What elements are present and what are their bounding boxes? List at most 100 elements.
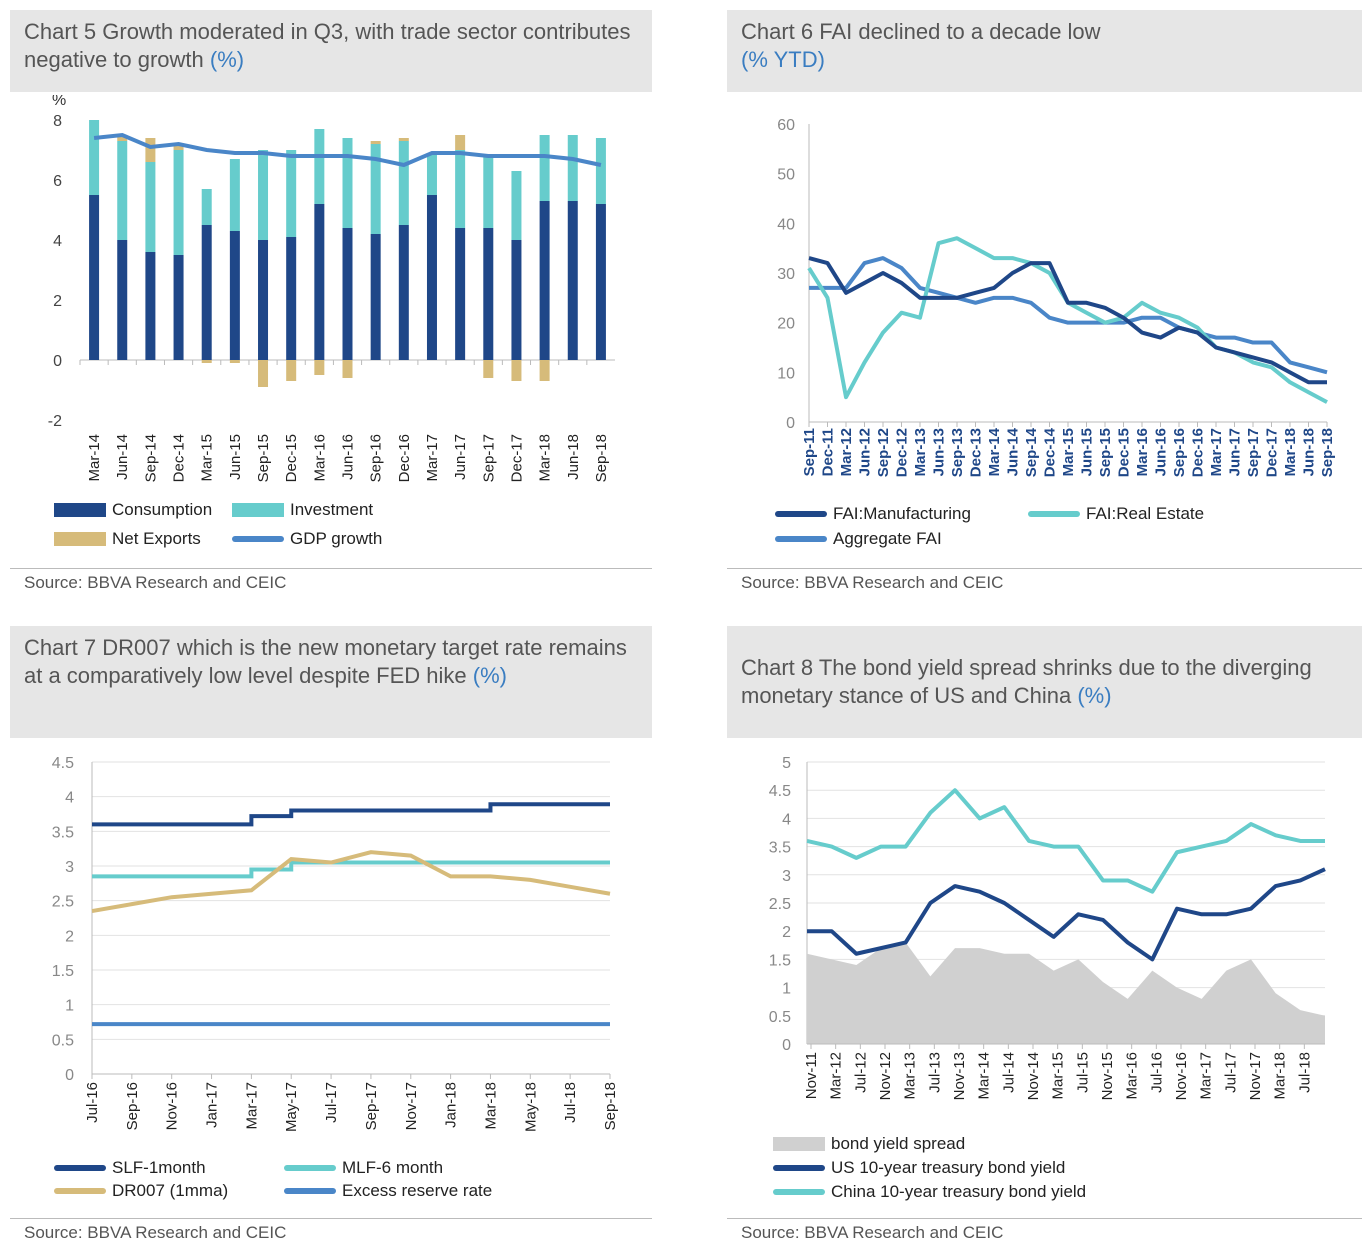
- net-exports-bar: [117, 135, 128, 141]
- x-tick-label: Sep-16: [368, 434, 385, 482]
- x-tick-label: Jun-16: [340, 434, 357, 480]
- legend-gdp-swatch: [232, 536, 284, 542]
- investment-bar: [511, 171, 522, 240]
- x-tick-label: May-18: [522, 1082, 539, 1132]
- y-tick-label: 20: [777, 316, 795, 333]
- x-tick-label: Nov-11: [803, 1052, 820, 1099]
- x-tick-label: Mar-18: [1272, 1052, 1289, 1100]
- mlf-6month-line: [92, 860, 610, 879]
- x-tick-label: Nov-12: [877, 1052, 894, 1100]
- dr007-line: [91, 850, 611, 914]
- x-tick-label: Mar-17: [1208, 428, 1225, 476]
- legend-gdp: GDP growth: [232, 529, 382, 549]
- fai-manufacturing-line: [808, 256, 1327, 385]
- y-tick-label: 0.5: [769, 1009, 791, 1026]
- x-tick-label: Dec-14: [171, 434, 188, 482]
- chart8-legend: bond yield spread US 10-year treasury bo…: [773, 1134, 1353, 1209]
- china-10y-yield-line: [806, 788, 1325, 894]
- x-tick-label: Jul-16: [1148, 1052, 1165, 1093]
- x-tick-label: Jun-12: [857, 428, 874, 476]
- chart7-title-unit: (%): [472, 663, 507, 688]
- x-tick-label: Dec-11: [820, 428, 837, 476]
- chart7-legend: SLF-1month MLF-6 month DR007 (1mma) Exce…: [54, 1158, 634, 1208]
- consumption-bar: [595, 204, 606, 360]
- x-tick-label: Jun-18: [1301, 428, 1318, 476]
- x-tick-label: Jun-18: [565, 434, 582, 480]
- x-tick-label: Mar-12: [838, 428, 855, 476]
- investment-bar: [229, 159, 240, 231]
- net-exports-bar: [229, 360, 240, 363]
- x-tick-label: Jan-18: [443, 1082, 460, 1128]
- investment-bar: [173, 150, 184, 255]
- x-tick-label: Mar-12: [828, 1052, 845, 1100]
- legend-consumption-label: Consumption: [112, 500, 213, 519]
- slf-1month-line: [92, 802, 610, 827]
- x-tick-label: Mar-18: [482, 1082, 499, 1130]
- legend-mlf: MLF-6 month: [284, 1158, 443, 1178]
- x-tick-label: Dec-15: [283, 434, 300, 482]
- consumption-bar: [89, 195, 100, 360]
- legend-net-exports-swatch: [54, 532, 106, 546]
- y-tick-label: 1.5: [52, 963, 74, 980]
- investment-bar: [370, 144, 381, 234]
- x-tick-label: Sep-15: [1097, 428, 1114, 477]
- x-tick-label: Nov-17: [1247, 1052, 1264, 1100]
- legend-net-exports-label: Net Exports: [112, 529, 201, 548]
- x-tick-label: Sep-18: [593, 434, 610, 482]
- legend-us10-swatch: [773, 1165, 825, 1171]
- x-tick-label: Sep-16: [1171, 428, 1188, 477]
- x-tick-label: Sep-12: [875, 428, 892, 477]
- chart6-title: Chart 6 FAI declined to a decade low (% …: [727, 10, 1362, 92]
- investment-bar: [201, 189, 212, 225]
- y-tick-label: 10: [777, 365, 795, 382]
- legend-investment: Investment: [232, 500, 373, 520]
- us-10y-yield-line: [807, 867, 1326, 962]
- x-tick-label: Sep-14: [1023, 427, 1040, 477]
- investment-bar: [258, 150, 269, 240]
- y-tick-label: 3: [65, 859, 74, 876]
- legend-cn10-label: China 10-year treasury bond yield: [831, 1182, 1087, 1201]
- legend-excess-reserve-label: Excess reserve rate: [342, 1181, 493, 1200]
- x-tick-label: Sep-17: [480, 434, 497, 482]
- net-exports-bar: [173, 144, 184, 150]
- legend-consumption-swatch: [54, 503, 106, 517]
- investment-bar: [426, 153, 437, 195]
- consumption-bar: [173, 255, 184, 360]
- consumption-bar: [398, 225, 409, 360]
- x-tick-label: Mar-14: [976, 1052, 993, 1100]
- legend-dr007-label: DR007 (1mma): [112, 1181, 229, 1200]
- x-tick-label: Jul-15: [1074, 1052, 1091, 1093]
- chart6-panel: Chart 6 FAI declined to a decade low (% …: [727, 10, 1362, 600]
- x-tick-label: Sep-16: [124, 1082, 141, 1130]
- x-tick-label: Mar-15: [1060, 428, 1077, 476]
- x-tick-label: Nov-15: [1099, 1052, 1116, 1100]
- x-tick-label: Dec-13: [968, 428, 985, 477]
- net-exports-bar: [342, 360, 353, 378]
- legend-slf-swatch: [54, 1165, 106, 1171]
- x-tick-label: Jul-18: [1296, 1052, 1313, 1093]
- y-tick-label: 0: [786, 415, 795, 432]
- net-exports-bar: [398, 138, 409, 141]
- x-tick-label: Mar-16: [1134, 428, 1151, 476]
- x-tick-label: Jun-17: [452, 434, 469, 480]
- legend-aggregate-fai: Aggregate FAI: [775, 529, 942, 549]
- x-tick-label: Sep-15: [255, 434, 272, 482]
- legend-fai-real-estate-label: FAI:Real Estate: [1086, 504, 1205, 523]
- legend-gdp-label: GDP growth: [290, 529, 383, 548]
- x-tick-label: Mar-14: [986, 427, 1003, 476]
- investment-bar: [342, 138, 353, 228]
- y-tick-label: 0: [53, 353, 62, 370]
- investment-bar: [117, 141, 128, 240]
- consumption-bar: [342, 228, 353, 360]
- x-tick-label: Jul-16: [84, 1082, 101, 1123]
- x-tick-label: Jul-18: [562, 1082, 579, 1123]
- chart6-legend: FAI:Manufacturing FAI:Real Estate Aggreg…: [775, 504, 1335, 564]
- investment-bar: [145, 162, 156, 252]
- chart7-plot: 0 0.5 1 1.5 2 2.5 3 3.5 4 4.5 Jul-16 Sep-16 Nov-16 Ja…: [52, 755, 619, 1132]
- consumption-bar: [229, 231, 240, 360]
- x-tick-label: Jun-17: [1227, 428, 1244, 476]
- x-tick-label: Sep-17: [363, 1082, 380, 1130]
- y-tick-label: 5: [782, 755, 791, 772]
- legend-fai-real-estate: FAI:Real Estate: [1028, 504, 1204, 524]
- chart8-title: Chart 8 The bond yield spread shrinks du…: [727, 626, 1362, 738]
